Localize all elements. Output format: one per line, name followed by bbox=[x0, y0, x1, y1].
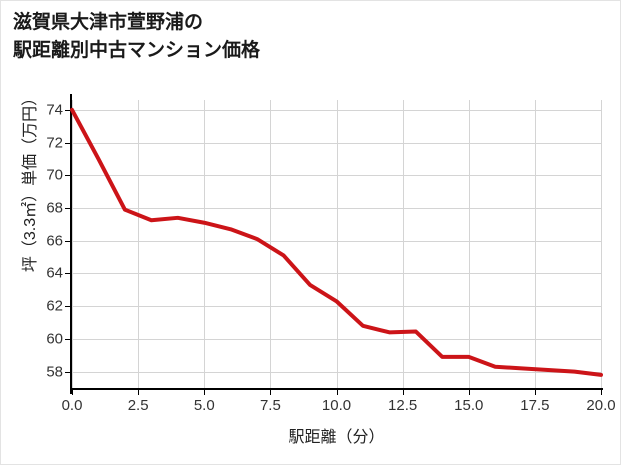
gridline-vertical bbox=[72, 100, 73, 388]
x-tick-mark bbox=[270, 390, 272, 395]
x-axis-spine bbox=[70, 388, 603, 390]
gridline-vertical bbox=[138, 100, 140, 388]
x-tick-mark bbox=[336, 390, 338, 395]
x-tick-label: 10.0 bbox=[321, 397, 352, 414]
gridline-vertical bbox=[468, 100, 470, 388]
page-title: 滋賀県大津市萱野浦の 駅距離別中古マンション価格 bbox=[13, 12, 261, 61]
gridline-vertical bbox=[204, 100, 206, 388]
y-tick-label: 68 bbox=[46, 199, 63, 217]
y-tick-mark bbox=[65, 175, 70, 177]
y-tick-mark bbox=[65, 338, 70, 340]
gridline-vertical bbox=[601, 100, 602, 388]
y-tick-label: 60 bbox=[46, 330, 63, 348]
y-tick-mark bbox=[65, 208, 70, 209]
y-tick-mark bbox=[65, 371, 70, 373]
x-tick-mark bbox=[468, 390, 470, 395]
x-tick-mark bbox=[402, 390, 404, 395]
y-tick-label: 72 bbox=[46, 134, 63, 152]
x-tick-label: 17.5 bbox=[520, 397, 550, 414]
x-tick-mark bbox=[204, 390, 206, 395]
line-series-svg bbox=[70, 107, 603, 377]
x-tick-label: 12.5 bbox=[388, 397, 418, 414]
x-tick-label: 15.0 bbox=[454, 397, 484, 414]
x-tick-mark bbox=[72, 390, 73, 395]
x-tick-label: 20.0 bbox=[586, 397, 616, 414]
gridline-vertical bbox=[336, 100, 338, 388]
y-axis-label: 坪（3.3㎡）単価（万円） bbox=[22, 89, 39, 273]
plot-area bbox=[70, 100, 603, 388]
gridline-vertical bbox=[402, 100, 404, 388]
y-tick-label: 66 bbox=[46, 232, 63, 250]
x-tick-mark bbox=[138, 390, 140, 395]
data-line-path bbox=[70, 107, 603, 377]
x-axis-label: 駅距離（分） bbox=[288, 429, 385, 446]
gridline-vertical bbox=[270, 100, 272, 388]
x-tick-label: 7.5 bbox=[259, 397, 281, 414]
y-tick-mark bbox=[65, 240, 70, 242]
y-tick-label: 62 bbox=[46, 297, 63, 315]
y-tick-label: 64 bbox=[46, 264, 63, 282]
y-tick-mark bbox=[65, 109, 70, 111]
x-tick-label: 2.5 bbox=[127, 397, 149, 414]
y-axis-tick-labels: 58 60 62 64 66 68 70 72 74 bbox=[9, 1, 63, 466]
y-tick-mark bbox=[65, 306, 70, 308]
y-tick-label: 74 bbox=[46, 101, 63, 119]
y-tick-mark bbox=[65, 142, 70, 144]
y-tick-label: 58 bbox=[46, 363, 63, 381]
y-tick-label: 70 bbox=[46, 166, 63, 184]
x-tick-mark bbox=[601, 390, 602, 395]
y-tick-mark bbox=[65, 273, 70, 275]
y-axis-spine bbox=[70, 94, 72, 394]
x-tick-mark bbox=[534, 390, 536, 395]
x-tick-label: 5.0 bbox=[193, 397, 215, 414]
x-tick-label: 0.0 bbox=[61, 397, 83, 414]
gridline-vertical bbox=[534, 100, 536, 388]
